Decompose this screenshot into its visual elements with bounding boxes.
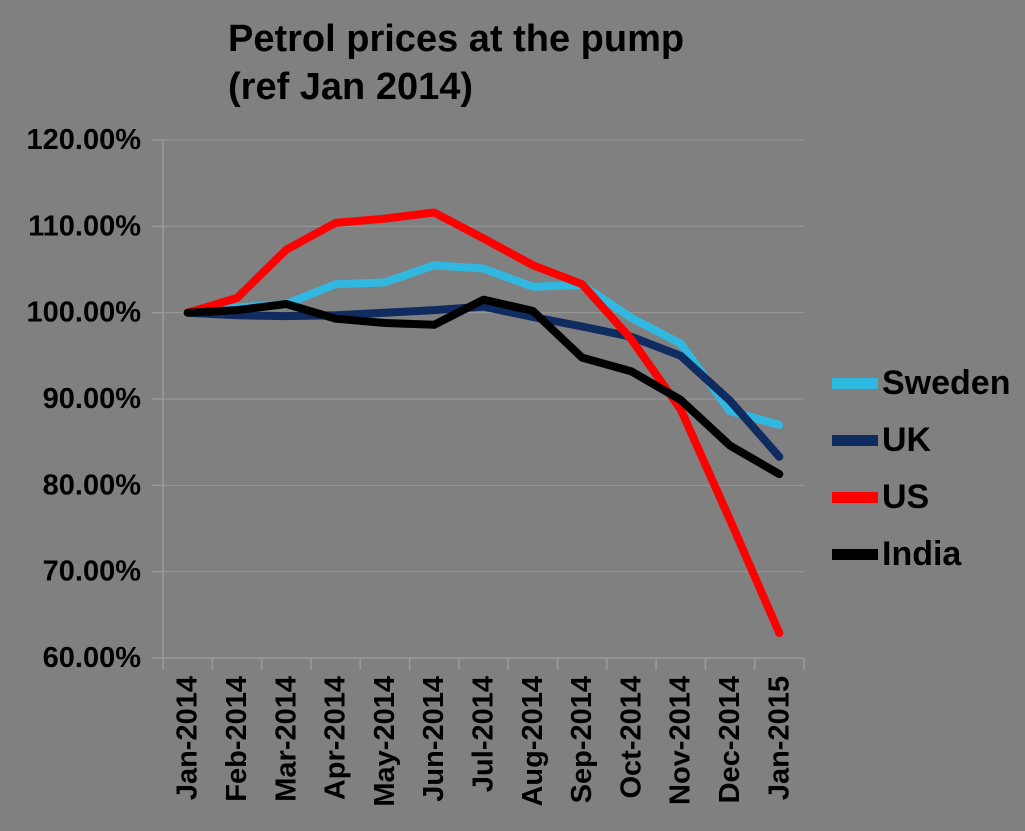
x-axis-label: Nov-2014 [665,676,697,805]
legend-item-uk: UK [832,420,1010,459]
x-axis-label: May-2014 [369,676,401,807]
legend-label-uk: UK [882,420,932,459]
legend-item-us: US [832,477,1010,516]
legend: Sweden UK US India [832,363,1011,573]
legend-swatch-sweden [832,377,878,389]
series-line-uk [183,302,784,461]
x-axis-label: Jan-2014 [172,676,204,800]
series-line-sweden [183,261,784,429]
legend-swatch-india [832,548,878,560]
y-axis-label: 90.00% [43,383,142,415]
x-axis-label: Aug-2014 [517,676,549,807]
y-axis-label: 100.00% [27,297,142,329]
x-axis-label: Jan-2015 [763,676,795,800]
series-line-india [183,295,784,479]
x-axis-label: Apr-2014 [320,676,352,800]
x-axis-label: Dec-2014 [714,676,746,803]
legend-item-india: India [832,534,1010,573]
x-axis-label: Jul-2014 [468,676,500,792]
legend-swatch-uk [832,434,878,446]
legend-label-us: US [882,477,930,516]
x-axis-label: Mar-2014 [270,676,302,802]
x-axis-label: Feb-2014 [221,676,253,802]
legend-label-sweden: Sweden [882,363,1011,402]
x-axis-label: Oct-2014 [615,676,647,799]
legend-item-sweden: Sweden [832,363,1011,402]
chart-title-line2: (ref Jan 2014) [228,65,474,108]
y-axis-label: 120.00% [27,124,142,156]
chart-title-line1: Petrol prices at the pump [228,18,685,60]
y-axis-label: 80.00% [43,469,142,501]
chart-title: Petrol prices at the pump (ref Jan 2014) [228,16,684,112]
x-axis-label: Jun-2014 [418,676,450,802]
series-line-us [183,208,784,637]
legend-label-india: India [882,534,962,573]
y-axis-label: 70.00% [43,556,142,588]
legend-swatch-us [832,491,878,503]
x-axis-label: Sep-2014 [566,676,598,803]
y-axis-label: 60.00% [43,642,142,674]
y-axis-label: 110.00% [28,210,141,242]
